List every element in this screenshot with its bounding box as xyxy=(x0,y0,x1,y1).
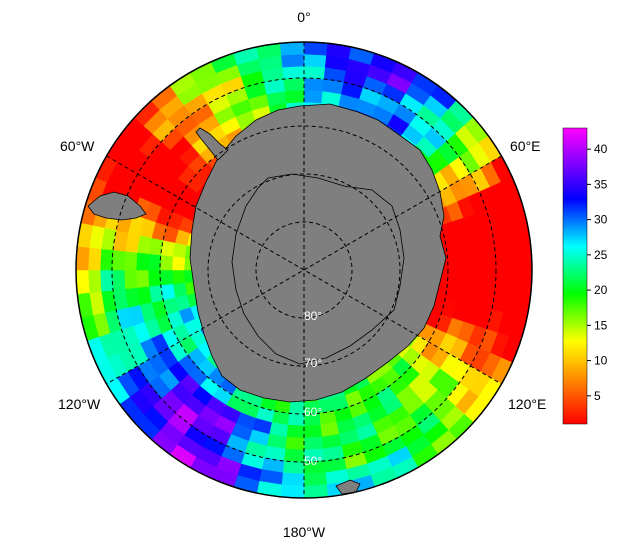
data-cell xyxy=(282,65,305,80)
data-cell xyxy=(303,484,329,498)
data-cell xyxy=(286,424,305,439)
antarctic-peninsula xyxy=(195,127,229,161)
data-cell xyxy=(518,245,532,271)
colorbar-tick-label: 10 xyxy=(594,354,608,368)
colorbar-ticks: 40 35 30 25 20 15 10 5 xyxy=(587,142,608,403)
lat-label-60: 60° xyxy=(304,405,322,419)
data-cell xyxy=(506,247,521,271)
lon-label-120e: 120°E xyxy=(508,396,546,412)
data-cell xyxy=(494,269,509,292)
latitude-circle-80 xyxy=(255,221,353,319)
data-cell xyxy=(303,89,324,104)
data-cell xyxy=(87,247,102,271)
lat-label-80: 80° xyxy=(304,309,322,323)
colorbar-tick-label: 40 xyxy=(594,142,608,156)
data-cell xyxy=(147,269,162,287)
lon-label-120w: 120°W xyxy=(58,396,101,412)
data-cell xyxy=(288,400,305,415)
data-cell xyxy=(470,269,485,290)
meridian-60e-120w xyxy=(106,155,502,385)
data-cell xyxy=(99,248,114,271)
data-cell xyxy=(494,248,509,271)
lon-label-60e: 60°E xyxy=(510,138,541,154)
data-cell xyxy=(159,269,174,286)
data-cell xyxy=(506,269,521,293)
south-america-tip xyxy=(87,191,147,221)
data-cell xyxy=(123,269,138,290)
data-cell xyxy=(111,249,126,271)
data-cell xyxy=(284,89,305,104)
data-cell xyxy=(111,269,126,291)
data-cell xyxy=(76,269,90,295)
data-cell xyxy=(518,269,532,295)
data-cell xyxy=(470,250,485,271)
data-cell xyxy=(135,269,150,288)
data-cell xyxy=(446,253,461,271)
data-cell xyxy=(303,65,326,80)
new-zealand-fragment xyxy=(335,479,361,495)
data-cell xyxy=(303,53,327,68)
data-cell xyxy=(135,252,150,271)
data-cell xyxy=(458,252,473,271)
data-cell xyxy=(281,53,305,68)
data-cell xyxy=(279,484,305,498)
data-cell xyxy=(76,245,90,271)
data-cell xyxy=(446,269,461,287)
lon-label-0: 0° xyxy=(297,9,310,25)
antarctica-landmass xyxy=(189,103,447,403)
data-cell xyxy=(147,253,162,271)
colorbar-tick-label: 15 xyxy=(594,318,608,332)
data-cell xyxy=(282,460,305,475)
ice-shelf-line xyxy=(231,173,405,365)
data-cell xyxy=(482,269,497,291)
data-cell xyxy=(99,269,114,292)
data-cell xyxy=(171,269,186,285)
data-cell xyxy=(281,472,305,487)
data-cell xyxy=(303,77,325,92)
colorbar-tick-label: 25 xyxy=(594,248,608,262)
data-cell xyxy=(287,412,305,427)
data-cell xyxy=(283,448,305,463)
lat-label-50: 50° xyxy=(304,454,322,468)
data-cell xyxy=(87,269,102,293)
data-cell xyxy=(279,42,305,56)
data-cell xyxy=(171,255,186,271)
colorbar: 40 35 30 25 20 15 10 5 xyxy=(562,127,608,425)
data-cell xyxy=(284,436,305,451)
data-cell xyxy=(159,254,174,271)
colorbar-tick-label: 35 xyxy=(594,177,608,191)
data-cell xyxy=(303,424,322,439)
data-cell xyxy=(303,472,327,487)
colorbar-tick-label: 20 xyxy=(594,283,608,297)
colorbar-gradient xyxy=(562,127,588,425)
graticule xyxy=(106,42,502,498)
data-cell xyxy=(458,269,473,288)
data-cell xyxy=(303,436,324,451)
map-border xyxy=(75,41,533,499)
lat-label-70: 70° xyxy=(304,356,322,370)
data-cell xyxy=(123,250,138,271)
data-cell xyxy=(303,42,329,56)
lon-label-60w: 60°W xyxy=(60,138,95,154)
lon-label-180w: 180°W xyxy=(283,524,326,540)
data-cell xyxy=(283,77,305,92)
data-cell xyxy=(482,249,497,271)
colorbar-tick-label: 30 xyxy=(594,213,608,227)
meridian-60w-120e xyxy=(106,155,502,385)
colorbar-tick-label: 5 xyxy=(594,389,601,403)
